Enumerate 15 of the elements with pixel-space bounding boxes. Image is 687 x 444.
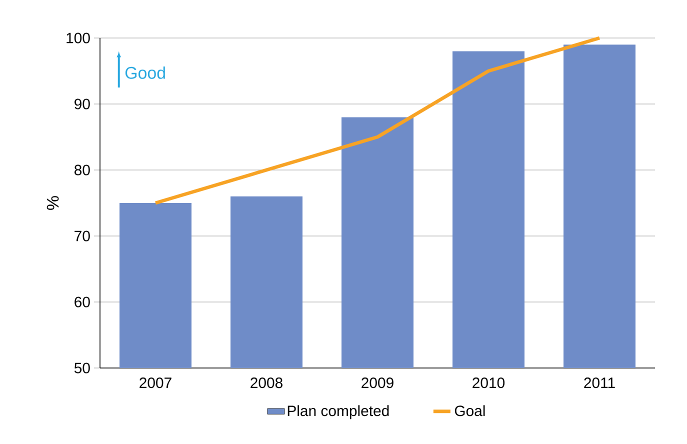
x-tick-label: 2009 bbox=[362, 378, 394, 388]
legend-label: Plan completed bbox=[288, 405, 389, 420]
legend-label: Goal bbox=[454, 405, 485, 416]
x-tick-label: 2010 bbox=[472, 378, 505, 388]
x-tick-label: 2007 bbox=[140, 378, 172, 388]
y-tick-label: 70 bbox=[74, 230, 90, 242]
y-tick-label: 90 bbox=[74, 98, 90, 110]
y-tick-label: 60 bbox=[74, 296, 90, 308]
y-tick-label: 50 bbox=[74, 362, 90, 374]
x-tick-label: 2008 bbox=[250, 378, 282, 388]
annotation: Good bbox=[125, 66, 165, 79]
x-tick-label: 2011 bbox=[584, 378, 615, 388]
y-axis-title: % bbox=[46, 196, 59, 210]
y-tick-label: 80 bbox=[74, 164, 90, 176]
y-tick-label: 100 bbox=[66, 32, 90, 44]
